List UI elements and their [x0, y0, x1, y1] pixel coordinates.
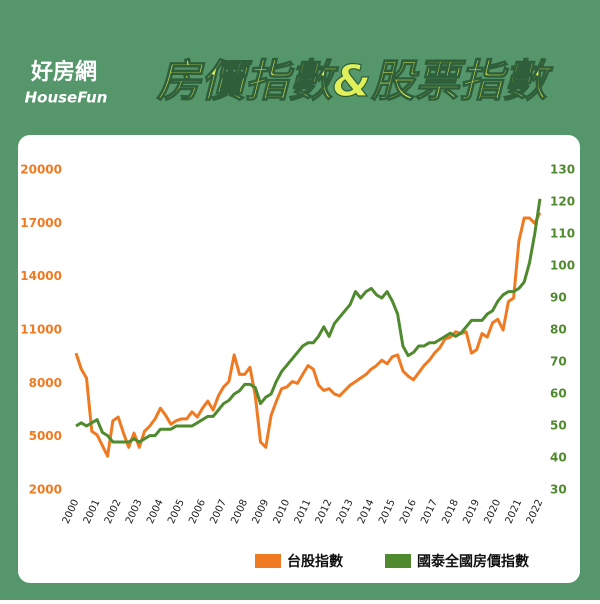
y-tick-label: 11000	[20, 323, 62, 337]
y2-tick-label: 70	[550, 355, 567, 369]
legend-label: 國泰全國房價指數	[417, 553, 529, 570]
y-tick-label: 14000	[20, 269, 62, 283]
legend-swatch	[255, 554, 281, 568]
y2-tick-label: 60	[550, 387, 567, 401]
y-tick-label: 17000	[20, 216, 62, 230]
y2-tick-label: 40	[550, 451, 567, 465]
logo-cn: 好房網	[30, 59, 97, 85]
y-tick-label: 5000	[29, 429, 62, 443]
logo-en: HouseFun	[25, 89, 108, 107]
y2-tick-label: 130	[550, 163, 575, 177]
y2-tick-label: 100	[550, 259, 575, 273]
legend-label: 台股指數	[287, 553, 343, 570]
y-tick-label: 20000	[20, 163, 62, 177]
y2-tick-label: 120	[550, 195, 575, 209]
chart-title: 房價指數&股票指數	[156, 56, 553, 107]
y-tick-label: 8000	[29, 376, 62, 390]
chart-panel	[18, 135, 580, 583]
y2-tick-label: 110	[550, 227, 575, 241]
y2-tick-label: 90	[550, 291, 567, 305]
y2-tick-label: 50	[550, 419, 567, 433]
y-tick-label: 2000	[29, 483, 62, 497]
legend-swatch	[385, 554, 411, 568]
y2-tick-label: 80	[550, 323, 567, 337]
y2-tick-label: 30	[550, 483, 567, 497]
line-series	[75, 198, 542, 444]
